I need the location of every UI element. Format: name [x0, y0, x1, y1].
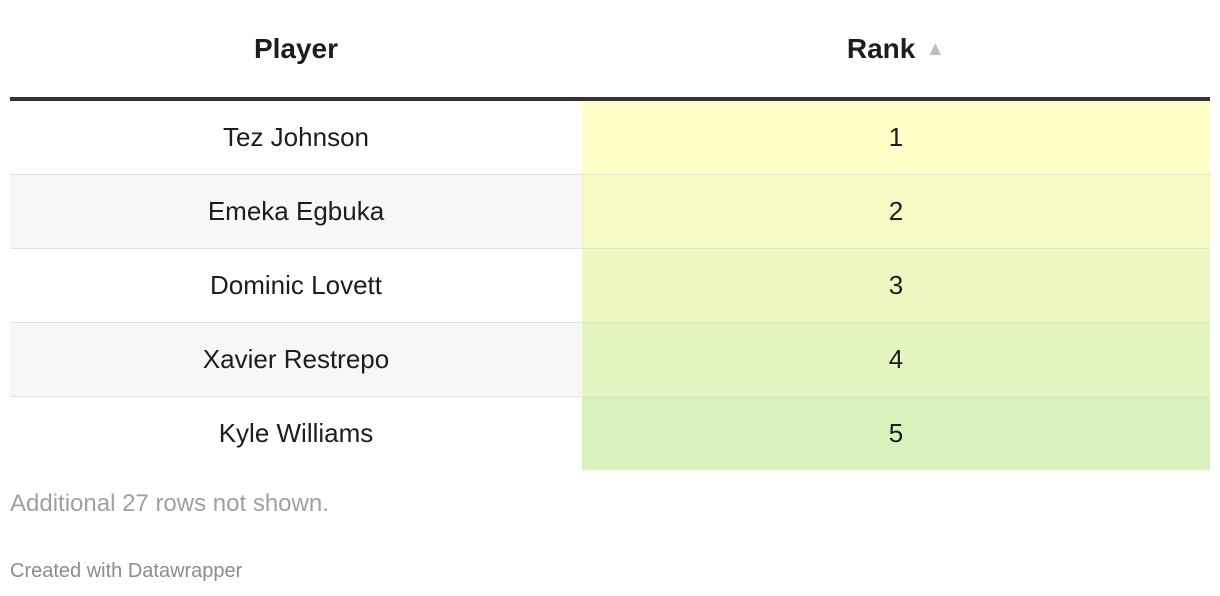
data-table: Player Rank ▲ Tez Johnson 1 Emeka Egbuka … [10, 0, 1210, 470]
column-header-player[interactable]: Player [10, 0, 582, 101]
header-row: Player Rank ▲ [10, 0, 1210, 101]
table-row: Emeka Egbuka 2 [10, 174, 1210, 249]
rank-cell: 5 [582, 396, 1210, 470]
table-row: Xavier Restrepo 4 [10, 322, 1210, 397]
rank-cell: 3 [582, 248, 1210, 323]
table-row: Kyle Williams 5 [10, 396, 1210, 470]
rank-cell: 4 [582, 322, 1210, 397]
player-cell: Emeka Egbuka [10, 174, 582, 249]
column-header-player-label: Player [253, 32, 339, 64]
credit-line: Created with Datawrapper [10, 560, 243, 582]
table-chart: Player Rank ▲ Tez Johnson 1 Emeka Egbuka … [10, 0, 1210, 583]
table-notes: Additional 27 rows not shown. [10, 490, 329, 517]
column-header-rank-label: Rank [846, 32, 916, 64]
column-header-rank[interactable]: Rank ▲ [582, 0, 1210, 101]
table-row: Tez Johnson 1 [10, 99, 1210, 175]
player-cell: Dominic Lovett [10, 248, 582, 323]
rank-cell: 2 [582, 174, 1210, 249]
player-cell: Tez Johnson [10, 99, 582, 175]
rank-cell: 1 [582, 99, 1210, 175]
table-row: Dominic Lovett 3 [10, 248, 1210, 323]
sort-ascending-icon[interactable]: ▲ [925, 37, 946, 60]
player-cell: Kyle Williams [218, 418, 374, 448]
player-cell: Xavier Restrepo [10, 322, 582, 397]
